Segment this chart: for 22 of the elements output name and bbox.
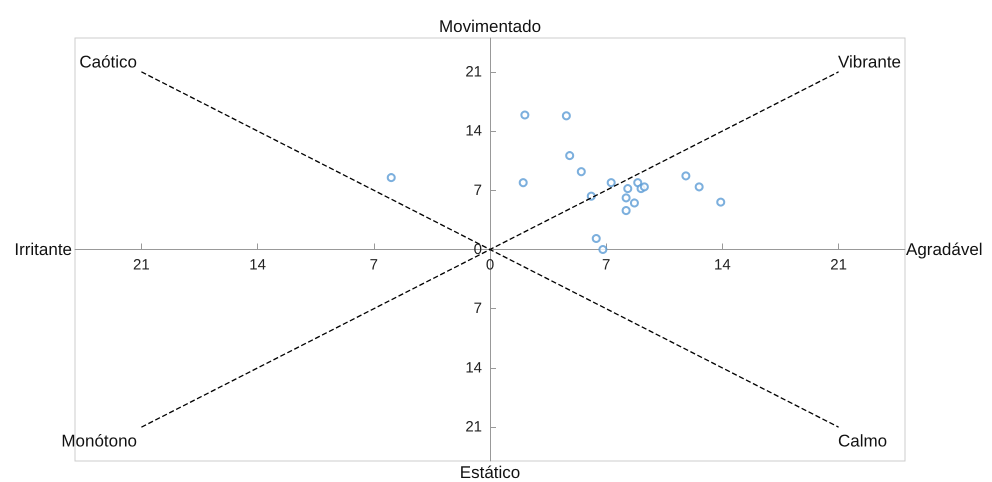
x-tick-label: 14 — [249, 256, 266, 274]
x-tick-label: 0 — [486, 256, 494, 274]
y-tick-label: 0 — [474, 241, 482, 258]
y-tick-label: 7 — [474, 182, 482, 199]
text: Estático — [460, 463, 520, 482]
annotation: Vibrante — [838, 52, 902, 72]
x-tick-label: 7 — [602, 256, 610, 274]
x-tick-label: 7 — [370, 256, 378, 274]
y-tick-label: 14 — [465, 359, 482, 376]
annotation: Monótono — [61, 432, 137, 450]
text: Movimentado — [438, 17, 542, 36]
x-tick-label: 21 — [830, 256, 847, 274]
text: Irritante — [14, 240, 72, 259]
y-tick-label: 21 — [465, 418, 482, 436]
text: Agradável — [906, 240, 983, 259]
annotation: Calmo — [838, 432, 888, 450]
y-tick-label: 14 — [465, 122, 482, 140]
x-tick-label: 21 — [133, 256, 150, 274]
annotation: Caótico — [79, 52, 137, 72]
y-tick-label: 21 — [465, 63, 482, 80]
y-tick-label: 7 — [474, 300, 482, 318]
x-tick-label: 14 — [714, 256, 731, 274]
